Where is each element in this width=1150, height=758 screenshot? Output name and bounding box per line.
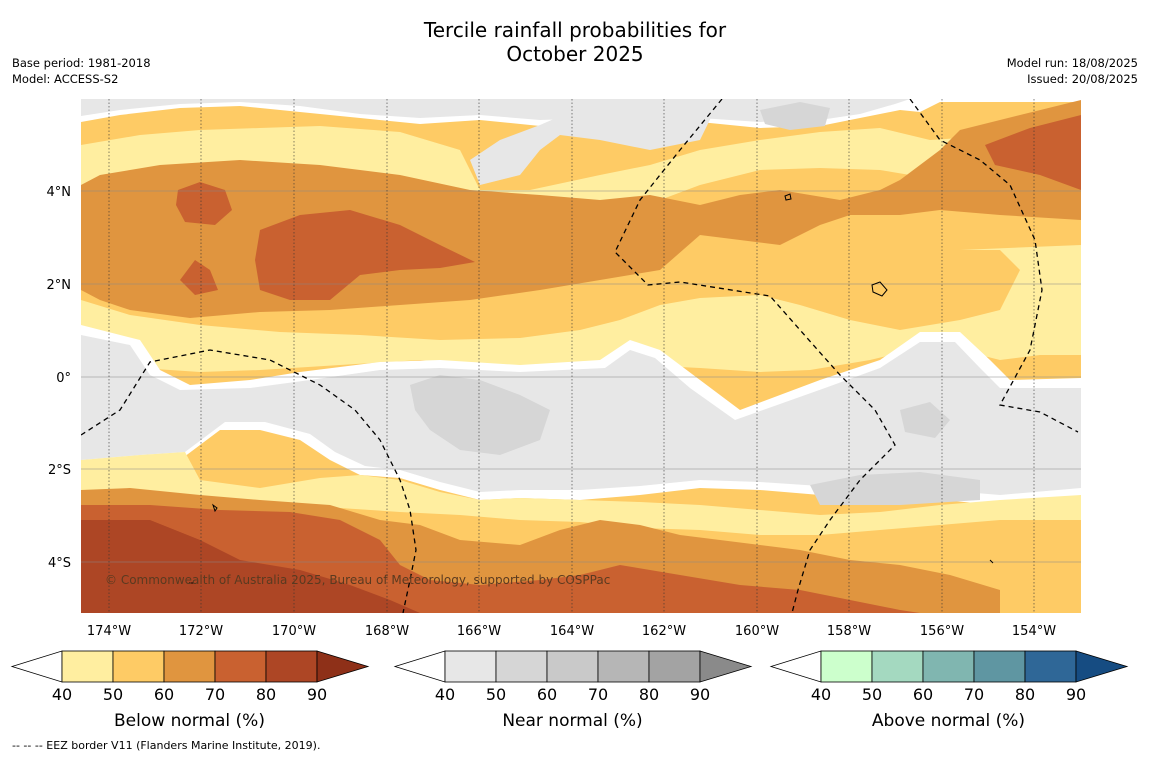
colorbar-tick-label: 50 — [862, 685, 882, 704]
colorbar-segment — [444, 650, 497, 683]
lat-label: 0° — [56, 371, 71, 386]
colorbar-segment — [1024, 650, 1077, 683]
equatorial-near-normal — [81, 335, 1081, 495]
dark-patch-west-2 — [180, 260, 218, 295]
colorbar-tick-label: 60 — [913, 685, 933, 704]
colorbar-tick-label: 50 — [486, 685, 506, 704]
issued-date: Issued: 20/08/2025 — [1027, 72, 1138, 86]
colorbar-tick-label: 40 — [811, 685, 831, 704]
colorbar-over-triangle — [1075, 650, 1129, 683]
lat-axis-labels: 4°N 2°N 0° 2°S 4°S — [47, 185, 72, 571]
lon-label: 156°W — [920, 624, 964, 639]
colorbar-segment — [820, 650, 873, 683]
colorbar: 40 50 60 70 80 90 Near normal (%) — [393, 650, 753, 731]
lat-label: 4°S — [48, 556, 71, 571]
colorbar-segment — [922, 650, 975, 683]
title-line-2: October 2025 — [506, 42, 644, 66]
lon-label: 166°W — [457, 624, 501, 639]
lat-gridlines — [81, 190, 1081, 563]
colorbar-tick-label: 60 — [537, 685, 557, 704]
colorbar-segment — [495, 650, 548, 683]
lon-label: 158°W — [827, 624, 871, 639]
near-normal-darker-patch — [410, 375, 550, 455]
colorbar-tick-label: 50 — [103, 685, 123, 704]
north-grey-spot — [760, 102, 830, 130]
eez-borders — [81, 99, 1079, 613]
lon-label: 168°W — [365, 624, 409, 639]
colorbar-tick-label: 90 — [307, 685, 327, 704]
model-name: Model: ACCESS-S2 — [12, 72, 119, 86]
colorbar-tick-label: 80 — [256, 685, 276, 704]
lon-label: 174°W — [87, 624, 131, 639]
meta-right: Model run: 18/08/2025 Issued: 20/08/2025 — [1007, 55, 1138, 87]
north-near-normal-lobe — [470, 99, 720, 185]
colorbar-under-triangle — [393, 650, 446, 683]
model-run: Model run: 18/08/2025 — [1006, 56, 1138, 70]
colorbar-segment — [61, 650, 114, 683]
lon-label: 170°W — [272, 624, 316, 639]
colorbar-tick-label: 80 — [639, 685, 659, 704]
colorbar-tick-label: 70 — [588, 685, 608, 704]
lon-label: 162°W — [642, 624, 686, 639]
lat-label: 4°N — [47, 185, 72, 200]
dark-patch-east — [985, 115, 1081, 190]
colorbar: 40 50 60 70 80 90 Below normal (%) — [10, 650, 370, 731]
near-normal-darker-patch-2 — [900, 402, 950, 438]
colorbar-under-triangle — [769, 650, 822, 683]
colorbar-segment — [871, 650, 924, 683]
colorbar-segment — [973, 650, 1026, 683]
north-light-yellow-band — [81, 126, 1081, 205]
lon-axis-labels: 174°W 172°W 170°W 168°W 166°W 164°W 162°… — [87, 624, 1056, 639]
colorbar-title: Above normal (%) — [872, 711, 1025, 731]
colorbar-over-triangle — [316, 650, 370, 683]
lon-label: 160°W — [735, 624, 779, 639]
lat-label: 2°S — [48, 463, 71, 478]
eez-footnote: -- -- -- EEZ border V11 (Flanders Marine… — [12, 739, 321, 752]
lat-label: 2°N — [47, 278, 72, 293]
map-plot-area — [81, 99, 1081, 613]
colorbar-tick-label: 60 — [154, 685, 174, 704]
colorbars: 40 50 60 70 80 90 Below normal (%) 40 50 60 70 80 90… — [10, 650, 1129, 731]
colorbar-tick-label: 40 — [435, 685, 455, 704]
lon-label: 172°W — [179, 624, 223, 639]
colorbar-segment — [648, 650, 701, 683]
colorbar-segment — [265, 650, 318, 683]
colorbar: 40 50 60 70 80 90 Above normal (%) — [769, 650, 1129, 731]
colorbar-segment — [163, 650, 216, 683]
near-normal-darker-patch-3 — [810, 472, 980, 505]
colorbar-tick-label: 70 — [964, 685, 984, 704]
colorbar-segment — [112, 650, 165, 683]
base-period: Base period: 1981-2018 — [12, 56, 151, 70]
dark-patch-west — [176, 182, 232, 225]
colorbar-over-triangle — [699, 650, 753, 683]
colorbar-tick-label: 90 — [690, 685, 710, 704]
dark-patch-central — [255, 210, 475, 300]
lon-gridlines — [108, 99, 1035, 613]
equator-light-yellow-north — [81, 245, 1081, 372]
colorbar-under-triangle — [10, 650, 63, 683]
south-light-yellow-band — [81, 452, 1081, 535]
lon-label: 164°W — [550, 624, 594, 639]
colorbar-segment — [546, 650, 599, 683]
colorbar-tick-label: 90 — [1066, 685, 1086, 704]
title-line-1: Tercile rainfall probabilities for — [423, 18, 727, 42]
map-title: Tercile rainfall probabilities for Octob… — [0, 18, 1150, 66]
colorbar-segment — [597, 650, 650, 683]
islands — [189, 193, 994, 584]
colorbar-segment — [214, 650, 267, 683]
lon-label: 154°W — [1012, 624, 1056, 639]
south-darkest-band — [81, 520, 420, 613]
copyright-text: © Commonwealth of Australia 2025, Bureau… — [105, 573, 610, 587]
colorbar-tick-label: 80 — [1015, 685, 1035, 704]
colorbar-tick-label: 40 — [52, 685, 72, 704]
meta-left: Base period: 1981-2018 Model: ACCESS-S2 — [12, 55, 151, 87]
colorbar-tick-label: 70 — [205, 685, 225, 704]
colorbar-title: Near normal (%) — [502, 711, 642, 731]
colorbar-title: Below normal (%) — [114, 711, 265, 731]
